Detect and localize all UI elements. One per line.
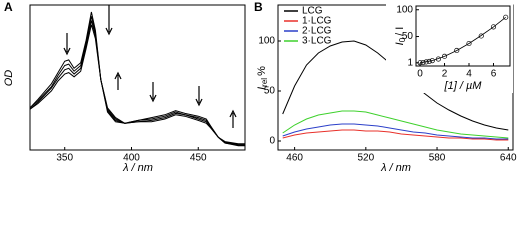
series-line	[419, 16, 506, 64]
x-tick-label: 450	[190, 153, 207, 164]
legend-label: 1·LCG	[302, 16, 332, 27]
x-tick-label: 6	[491, 69, 497, 80]
plot-area	[417, 14, 509, 66]
y-axis-label: Irel%	[256, 66, 269, 90]
y-tick-label: 50	[402, 31, 414, 42]
series-line	[282, 110, 509, 139]
y-label-main: I	[394, 42, 406, 45]
x-tick-label: 4	[466, 69, 472, 80]
y-label-unit: / I	[394, 27, 406, 36]
x-axis-label: λ / nm	[380, 162, 411, 174]
x-tick-label: 350	[56, 153, 73, 164]
arrow-head	[105, 27, 113, 36]
y-label-sub: 0	[398, 37, 407, 42]
inset-background	[386, 3, 513, 93]
y-label-sub: rel	[260, 78, 269, 87]
y-label-main: OD	[3, 70, 15, 87]
arrow-head	[229, 109, 237, 118]
x-tick-label: 580	[429, 153, 446, 164]
y-axis-label: I0/ I	[394, 27, 407, 46]
y-label-main: I	[256, 87, 268, 90]
axes-frame	[415, 5, 511, 67]
legend-label: LCG	[302, 6, 323, 17]
arrow-head	[149, 94, 157, 103]
series-line	[282, 123, 509, 140]
data-point	[454, 47, 460, 54]
x-tick-label: 2	[442, 69, 448, 80]
x-tick-label: 640	[500, 153, 517, 164]
data-point	[478, 33, 484, 39]
data-point	[441, 53, 448, 59]
y-tick-label: 0	[269, 136, 275, 147]
y-axis-label: OD	[3, 70, 15, 87]
panel: 350 400 450 λ / nm OD A	[3, 0, 246, 174]
arrow-head	[63, 47, 71, 56]
panel-label: A	[4, 0, 13, 14]
series-line	[30, 20, 245, 145]
x-tick-label: 460	[286, 153, 303, 164]
data-point	[466, 40, 472, 47]
arrow-head	[195, 98, 203, 107]
series-line	[30, 16, 245, 146]
x-tick-label: 520	[357, 153, 374, 164]
x-axis-label: λ / nm	[122, 162, 153, 174]
y-tick-label: 50	[264, 86, 276, 97]
arrow-head	[114, 71, 122, 80]
series-line	[282, 129, 509, 141]
series-line	[30, 24, 245, 145]
plot-area	[30, 11, 245, 147]
x-axis-label: [1] / µM	[444, 80, 483, 92]
data-point	[503, 14, 509, 20]
legend-label: 2·LCG	[302, 26, 332, 37]
x-tick-label: 0	[417, 69, 423, 80]
legend-label: 3·LCG	[302, 36, 332, 47]
y-tick-label: 100	[258, 36, 275, 47]
data-point	[490, 24, 497, 30]
axes-frame	[29, 4, 246, 151]
y-label-unit: %	[256, 66, 268, 76]
y-tick-label: 1	[407, 57, 413, 68]
series-line	[30, 11, 245, 147]
x-tick-label: 400	[123, 153, 140, 164]
y-tick-label: 100	[396, 4, 413, 15]
annotation-arrows	[63, 5, 237, 128]
panel-label: B	[254, 0, 263, 14]
